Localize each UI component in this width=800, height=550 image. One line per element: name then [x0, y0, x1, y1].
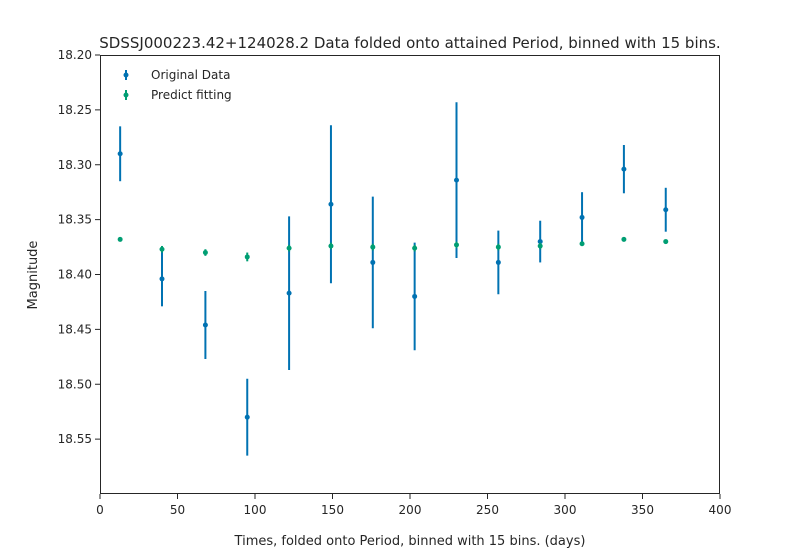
- data-point: [663, 239, 669, 245]
- y-axis-label: Magnitude: [26, 241, 41, 310]
- y-tick-label: 18.30: [58, 158, 92, 172]
- data-point: [537, 243, 543, 249]
- data-point: [286, 245, 292, 251]
- plot-frame: [100, 55, 720, 494]
- y-tick-label: 18.25: [58, 103, 92, 117]
- x-tick-label: 200: [399, 503, 422, 517]
- data-point: [579, 241, 585, 247]
- data-point: [495, 244, 501, 250]
- data-point: [286, 290, 292, 296]
- series-predict-fitting: [117, 236, 669, 262]
- data-point: [412, 293, 418, 299]
- legend-marker: [123, 72, 129, 78]
- data-point: [579, 214, 585, 220]
- legend-label: Original Data: [151, 68, 230, 82]
- data-point: [244, 414, 250, 420]
- data-point: [454, 177, 459, 183]
- x-tick-label: 250: [476, 503, 499, 517]
- y-axis: 18.20 18.25 18.30 18.35 18.40 18.45 18.50 18.55: [58, 48, 100, 446]
- x-axis-label: Times, folded onto Period, binned with 1…: [234, 534, 586, 549]
- data-point: [244, 254, 250, 260]
- chart-title: SDSSJ000223.42+124028.2 Data folded onto…: [99, 34, 720, 52]
- legend-label: Predict fitting: [151, 88, 232, 102]
- x-tick-label: 300: [554, 503, 577, 517]
- x-tick-label: 350: [631, 503, 654, 517]
- data-point: [202, 322, 208, 328]
- x-tick-label: 400: [709, 503, 732, 517]
- data-point: [328, 243, 334, 249]
- data-point: [454, 242, 459, 248]
- plot-area: [117, 102, 669, 456]
- data-point: [621, 166, 627, 172]
- data-point: [663, 207, 669, 213]
- legend: Original Data Predict fitting: [123, 68, 232, 102]
- data-point: [495, 259, 501, 265]
- data-point: [621, 236, 627, 242]
- y-tick-label: 18.50: [58, 377, 92, 391]
- legend-marker: [123, 92, 129, 98]
- y-tick-label: 18.55: [58, 432, 92, 446]
- x-tick-label: 100: [244, 503, 267, 517]
- data-point: [412, 245, 418, 251]
- data-point: [159, 246, 165, 252]
- data-point: [370, 244, 376, 250]
- y-tick-label: 18.45: [58, 322, 92, 336]
- y-tick-label: 18.35: [58, 213, 92, 227]
- data-point: [202, 250, 208, 256]
- x-axis: 0 50 100 150 200 250 300 350 400: [96, 494, 731, 517]
- data-point: [370, 259, 376, 265]
- data-point: [328, 201, 334, 207]
- data-point: [117, 236, 123, 242]
- x-tick-label: 150: [321, 503, 344, 517]
- x-tick-label: 50: [170, 503, 185, 517]
- y-tick-label: 18.20: [58, 48, 92, 62]
- x-tick-label: 0: [96, 503, 104, 517]
- data-point: [117, 151, 123, 157]
- data-point: [159, 276, 165, 282]
- data-point: [537, 239, 543, 245]
- y-tick-label: 18.40: [58, 268, 92, 282]
- series-original-data: [117, 102, 669, 456]
